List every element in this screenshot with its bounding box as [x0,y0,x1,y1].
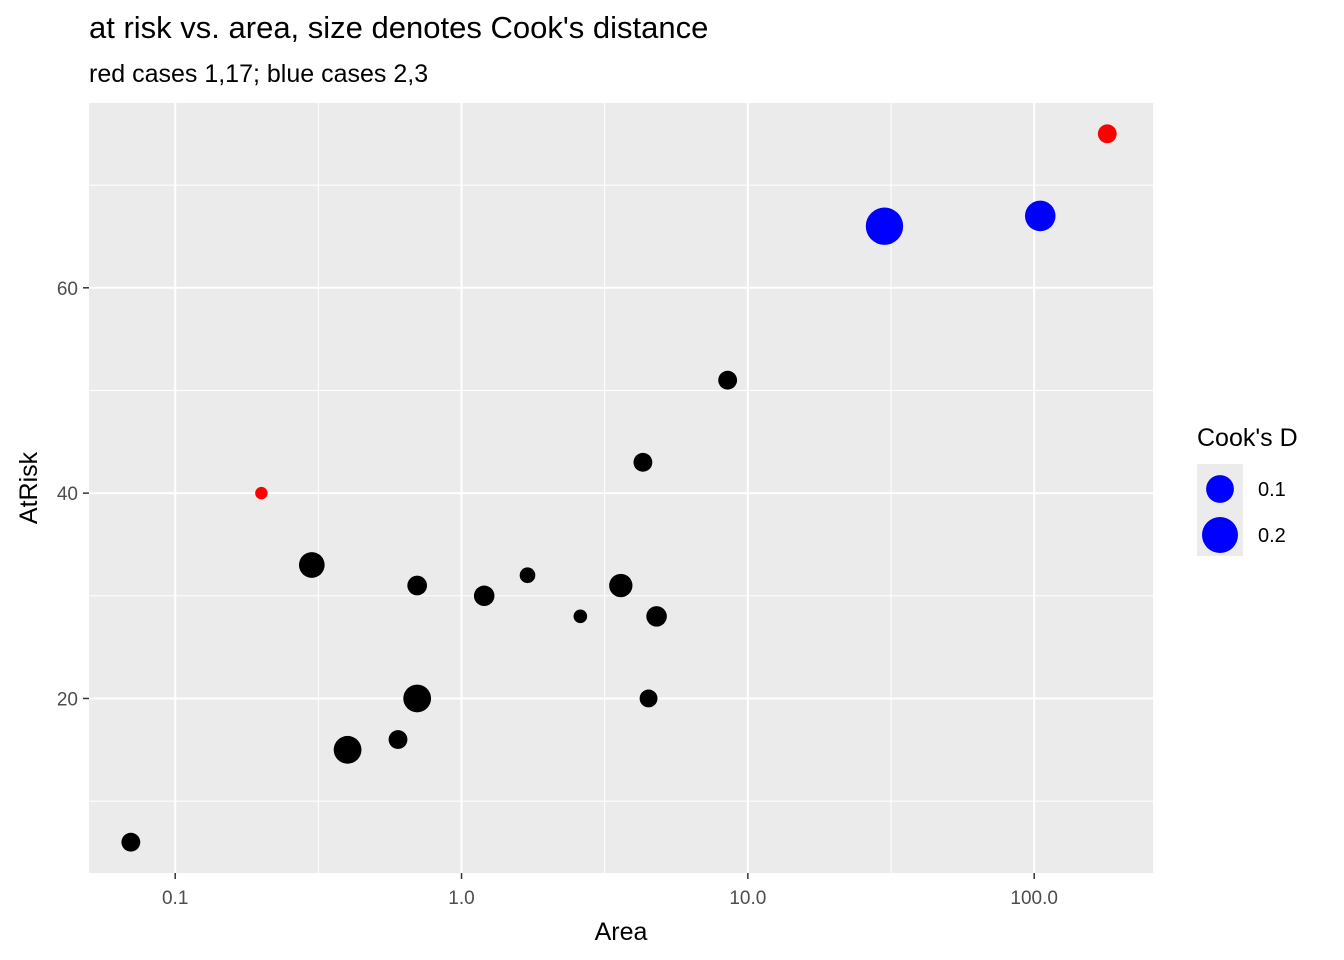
data-point [298,552,325,578]
data-point [609,573,633,598]
data-points [121,124,1117,852]
chart-subtitle: red cases 1,17; blue cases 2,3 [89,60,429,88]
y-tick-label: 60 [57,279,78,300]
legend-key-circle [1202,517,1238,553]
data-point [865,207,904,245]
data-point [473,585,495,607]
data-point [121,832,141,852]
x-axis-title: Area [595,918,648,946]
data-point [1024,200,1056,232]
x-tick-label: 0.1 [162,888,188,909]
y-axis-title: AtRisk [15,451,43,524]
y-axis-ticks: 20 40 60 [57,279,89,710]
legend-label: 0.1 [1258,479,1286,501]
x-tick-label: 100.0 [1010,888,1058,909]
data-point [646,606,667,627]
x-axis-ticks: 0.1 1.0 10.0 100.0 [162,873,1058,909]
data-point [407,575,428,596]
data-point [255,486,268,500]
plot-panel [89,103,1153,873]
legend-label: 0.2 [1258,525,1286,547]
chart-title: at risk vs. area, size denotes Cook's di… [89,10,709,45]
legend-title: Cook's D [1197,424,1298,452]
legend: Cook's D 0.1 0.2 [1197,424,1298,556]
x-tick-label: 10.0 [729,888,766,909]
x-tick-label: 1.0 [448,888,474,909]
data-point [388,730,408,749]
data-point [639,689,658,708]
data-point [573,609,588,624]
data-point [519,567,536,584]
data-point [403,684,432,713]
y-tick-label: 20 [57,689,78,710]
y-tick-label: 40 [57,484,78,505]
data-point [1097,124,1117,144]
legend-key-circle [1206,475,1234,503]
minor-gridlines [89,103,1153,873]
data-point [718,370,738,390]
data-point [333,735,362,764]
data-point [633,452,653,472]
